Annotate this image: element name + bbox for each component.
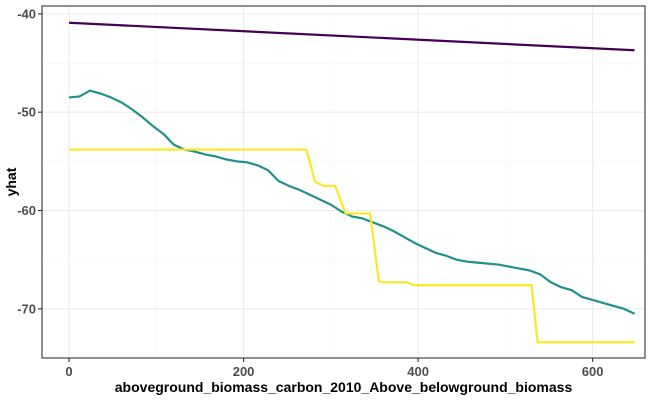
x-tick-label: 0 <box>65 364 72 379</box>
x-tick-label: 400 <box>407 364 429 379</box>
y-tick-label: -70 <box>17 301 36 316</box>
grid-layer <box>42 6 645 358</box>
y-axis-title: yhat <box>3 167 19 196</box>
y-tick-label: -40 <box>17 6 36 21</box>
x-tick-label: 600 <box>582 364 604 379</box>
tick-layer: 0 200 400 600 -70 -60 -50 -40 <box>17 6 603 379</box>
x-tick-label: 200 <box>233 364 255 379</box>
series-line-2 <box>68 89 635 315</box>
series-line-3 <box>69 148 635 344</box>
series-layer <box>68 21 635 344</box>
x-axis-title: aboveground_biomass_carbon_2010_Above_be… <box>115 379 573 395</box>
panel-border <box>41 5 646 359</box>
series-line-1 <box>68 21 635 52</box>
y-tick-label: -50 <box>17 105 36 120</box>
y-tick-label: -60 <box>17 203 36 218</box>
